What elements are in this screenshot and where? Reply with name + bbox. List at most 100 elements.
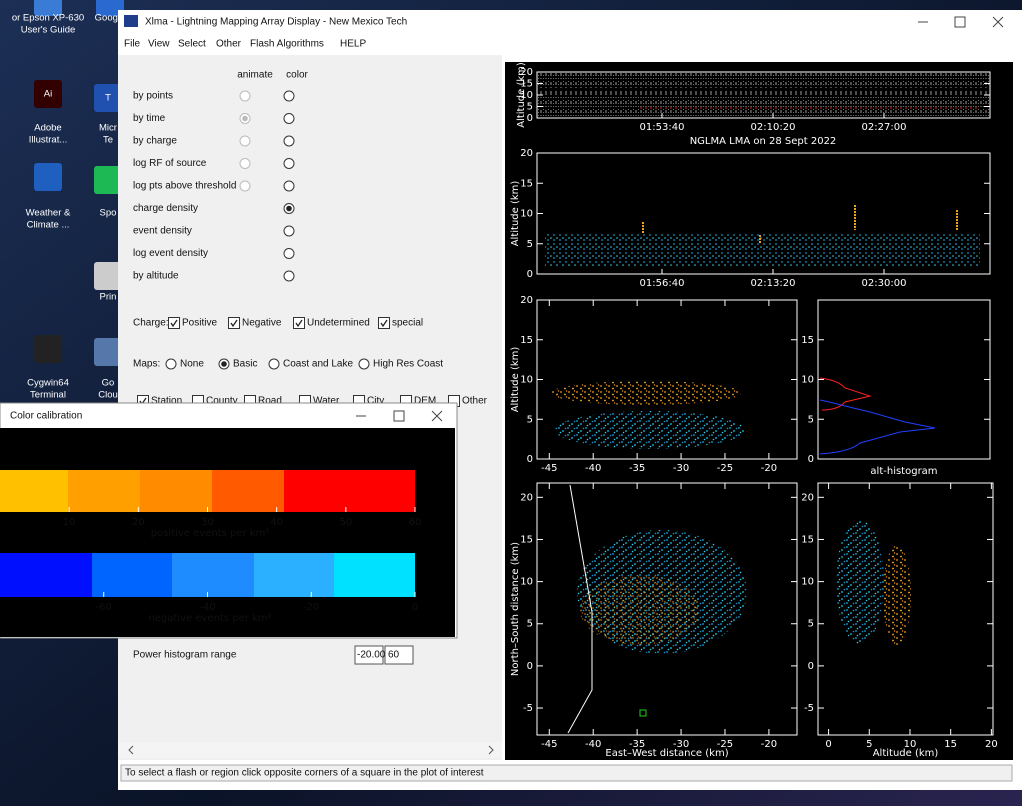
checkbox[interactable]: [294, 318, 305, 329]
radio-button[interactable]: [359, 359, 369, 369]
map-option: Basic: [233, 359, 257, 370]
point-cloud: [580, 575, 700, 645]
overlay-option: Other: [462, 396, 488, 407]
radio-dot: [286, 206, 292, 212]
color-swatch: [0, 470, 68, 512]
radio-dot: [221, 361, 227, 367]
map-option: Coast and Lake: [283, 359, 353, 370]
radio-button[interactable]: [240, 159, 250, 169]
y-tick-label: 5: [527, 102, 533, 113]
icon-label: Te: [103, 135, 113, 146]
radio-button[interactable]: [284, 91, 294, 101]
x-tick-label: -20: [761, 463, 777, 474]
input-value: -20.00: [357, 650, 386, 661]
scrollbar[interactable]: [118, 742, 502, 758]
charge-option: Positive: [182, 318, 217, 329]
option-label: log event density: [133, 248, 208, 259]
point-cloud: [538, 73, 989, 117]
icon-label: Go: [102, 378, 115, 389]
option-label: event density: [133, 226, 192, 237]
map-option: None: [180, 359, 204, 370]
desktop-icon[interactable]: [34, 335, 62, 363]
x-tick-label: -40: [199, 602, 215, 613]
radio-dot: [242, 116, 248, 122]
desktop-icon[interactable]: [94, 262, 122, 290]
y-tick-label: 15: [801, 335, 814, 346]
radio-button[interactable]: [284, 181, 294, 191]
radio-button[interactable]: [166, 359, 176, 369]
radio-button[interactable]: [284, 249, 294, 259]
x-tick-label: 15: [944, 739, 957, 750]
scale-label: negative events per km²: [148, 613, 271, 624]
x-tick-label: -30: [673, 463, 689, 474]
color-swatch: [92, 553, 172, 597]
checkbox[interactable]: [379, 318, 390, 329]
radio-button[interactable]: [284, 271, 294, 281]
y-tick-label: 0: [527, 454, 533, 465]
radio-button[interactable]: [240, 136, 250, 146]
x-tick-label: -45: [541, 463, 557, 474]
x-tick-label: 30: [201, 517, 214, 528]
radio-button[interactable]: [284, 136, 294, 146]
x-tick-label: -35: [629, 463, 645, 474]
x-tick-label: -20: [761, 739, 777, 750]
charge-option: Negative: [242, 318, 282, 329]
radio-button[interactable]: [240, 181, 250, 191]
desktop-icon[interactable]: [94, 338, 122, 366]
option-label: by time: [133, 113, 166, 124]
menu-item[interactable]: Select: [178, 39, 206, 50]
checkbox[interactable]: [169, 318, 180, 329]
column-header: color: [286, 70, 308, 81]
y-tick-label: 20: [520, 148, 533, 159]
menu-item[interactable]: Flash Algorithms: [250, 39, 324, 50]
radio-button[interactable]: [284, 114, 294, 124]
charge-option: Undetermined: [307, 318, 370, 329]
color-swatch: [254, 553, 334, 597]
menu-item[interactable]: Other: [216, 39, 242, 50]
menu-item[interactable]: File: [124, 39, 141, 50]
icon-label: Adobe: [34, 123, 61, 134]
y-tick-label: -5: [804, 703, 814, 714]
y-tick-label: 10: [520, 209, 533, 220]
desktop-icon[interactable]: [34, 163, 62, 191]
y-tick-label: 10: [520, 577, 533, 588]
y-tick-label: 5: [527, 619, 533, 630]
desktop-icon[interactable]: [94, 166, 122, 194]
icon-label: User's Guide: [21, 25, 76, 36]
y-axis-label: Altitude (km): [516, 62, 527, 128]
checkbox[interactable]: [229, 318, 240, 329]
color-swatch: [140, 470, 212, 512]
menu-item[interactable]: View: [148, 39, 170, 50]
point-cloud: [551, 381, 741, 405]
color-swatch: [68, 470, 140, 512]
y-tick-label: 0: [527, 113, 533, 124]
x-tick-label: -60: [96, 602, 112, 613]
option-label: by altitude: [133, 271, 179, 282]
plots-title: NGLMA LMA on 28 Sept 2022: [690, 136, 837, 147]
x-tick-label: 0: [412, 602, 418, 613]
option-label: log pts above threshold: [133, 181, 236, 192]
color-swatch: [212, 470, 284, 512]
icon-label: Spo: [100, 208, 117, 219]
plot-area: [505, 62, 1013, 760]
x-tick-label: 20: [985, 739, 998, 750]
radio-button[interactable]: [269, 359, 279, 369]
x-tick-label: 10: [63, 517, 76, 528]
point-cloud: [545, 232, 980, 266]
scale-label: positive events per km²: [151, 528, 270, 539]
radio-button[interactable]: [284, 226, 294, 236]
radio-button[interactable]: [240, 91, 250, 101]
icon-glyph: Ai: [44, 89, 52, 100]
icon-label: Illustrat...: [29, 135, 68, 146]
y-tick-label: 5: [527, 414, 533, 425]
option-label: charge density: [133, 203, 198, 214]
radio-button[interactable]: [284, 159, 294, 169]
menu-item[interactable]: HELP: [340, 39, 366, 50]
x-tick-label: 60: [409, 517, 422, 528]
y-tick-label: 5: [808, 619, 814, 630]
y-axis-label: Altitude (km): [510, 347, 521, 413]
x-tick-label: -45: [541, 739, 557, 750]
x-tick-label: -40: [585, 739, 601, 750]
point-cloud: [555, 411, 745, 449]
color-swatch: [172, 553, 254, 597]
